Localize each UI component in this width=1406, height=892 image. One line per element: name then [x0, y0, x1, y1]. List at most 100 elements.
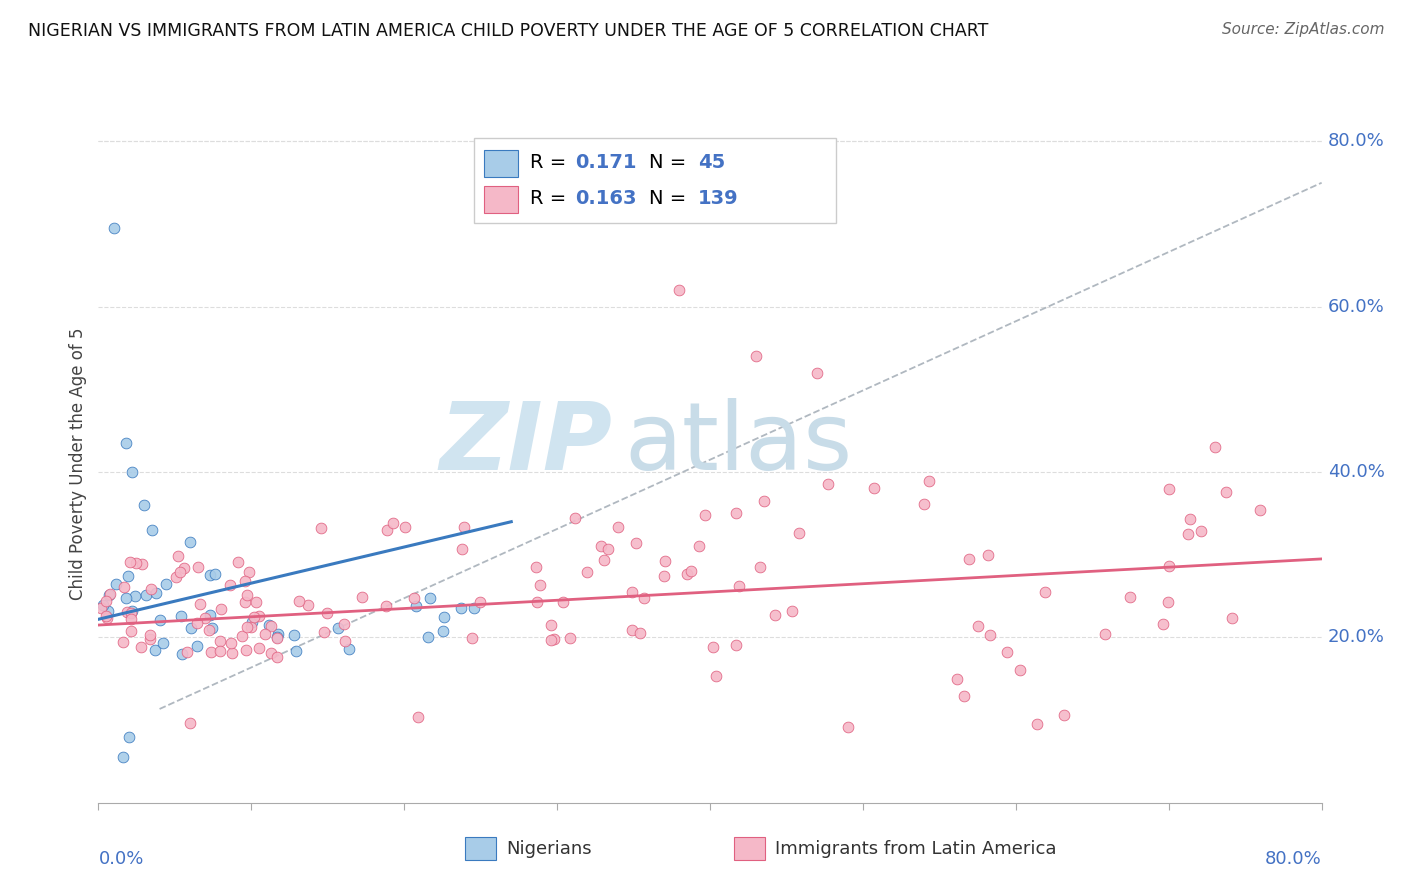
Point	[231, 629, 253, 643]
Point	[394, 520, 416, 534]
Point	[374, 599, 396, 614]
Point	[166, 549, 188, 563]
Point	[592, 553, 614, 567]
Point	[402, 591, 425, 605]
Point	[558, 631, 581, 645]
Point	[266, 631, 288, 645]
Point	[453, 520, 475, 534]
Point	[780, 604, 803, 618]
Point	[1152, 616, 1174, 631]
Point	[297, 598, 319, 612]
Point	[186, 640, 208, 654]
Point	[124, 590, 146, 604]
FancyBboxPatch shape	[474, 138, 837, 223]
Point	[266, 631, 288, 645]
Point	[198, 607, 221, 622]
Point	[260, 619, 283, 633]
Point	[141, 582, 163, 597]
Point	[249, 609, 271, 624]
Point	[628, 626, 651, 640]
Point	[170, 608, 193, 623]
Point	[143, 642, 166, 657]
Point	[94, 594, 117, 608]
Point	[995, 645, 1018, 659]
Point	[131, 557, 153, 571]
Text: 20.0%: 20.0%	[1327, 629, 1385, 647]
Point	[1249, 502, 1271, 516]
Point	[254, 626, 277, 640]
Point	[787, 526, 810, 541]
Point	[260, 646, 283, 660]
Point	[134, 498, 156, 512]
Text: R =: R =	[530, 153, 572, 171]
Point	[145, 585, 167, 599]
Point	[1053, 708, 1076, 723]
Point	[328, 621, 350, 635]
Point	[169, 565, 191, 579]
Point	[90, 601, 112, 615]
Point	[977, 548, 1000, 562]
Point	[233, 595, 256, 609]
Point	[450, 601, 472, 615]
Text: Immigrants from Latin America: Immigrants from Latin America	[775, 840, 1056, 858]
Point	[179, 535, 201, 549]
Point	[551, 595, 574, 609]
Point	[121, 465, 143, 479]
Point	[149, 613, 172, 627]
Text: Source: ZipAtlas.com: Source: ZipAtlas.com	[1222, 22, 1385, 37]
Point	[596, 541, 619, 556]
Point	[176, 645, 198, 659]
Point	[284, 644, 307, 658]
Point	[208, 644, 231, 658]
Point	[745, 350, 768, 364]
Point	[377, 523, 399, 537]
Point	[266, 627, 288, 641]
Point	[1119, 590, 1142, 604]
Point	[198, 623, 221, 637]
Text: 80.0%: 80.0%	[1327, 132, 1385, 151]
Point	[309, 521, 332, 535]
Point	[1177, 527, 1199, 541]
Point	[170, 647, 193, 661]
FancyBboxPatch shape	[484, 186, 517, 213]
Point	[352, 590, 374, 604]
Point	[668, 283, 690, 297]
Point	[97, 604, 120, 618]
Text: 139: 139	[697, 188, 738, 208]
Point	[165, 570, 187, 584]
Text: R =: R =	[530, 188, 572, 208]
Point	[333, 634, 356, 648]
Text: NIGERIAN VS IMMIGRANTS FROM LATIN AMERICA CHILD POVERTY UNDER THE AGE OF 5 CORRE: NIGERIAN VS IMMIGRANTS FROM LATIN AMERIC…	[28, 22, 988, 40]
Point	[688, 539, 710, 553]
Point	[117, 569, 139, 583]
Point	[863, 481, 886, 495]
Point	[633, 591, 655, 606]
Point	[979, 628, 1001, 642]
Point	[912, 497, 935, 511]
Point	[333, 616, 356, 631]
Point	[806, 366, 828, 380]
Point	[245, 595, 267, 609]
Text: N =: N =	[648, 153, 692, 171]
Point	[1157, 482, 1180, 496]
Point	[704, 669, 727, 683]
Point	[451, 541, 474, 556]
Point	[283, 628, 305, 642]
Point	[111, 750, 134, 764]
Point	[120, 624, 142, 638]
Point	[139, 632, 162, 647]
Point	[1035, 584, 1057, 599]
Point	[817, 476, 839, 491]
Point	[179, 716, 201, 731]
Point	[1157, 595, 1180, 609]
Point	[540, 633, 562, 648]
Text: ZIP: ZIP	[439, 398, 612, 490]
Point	[208, 633, 231, 648]
Point	[236, 588, 259, 602]
Point	[957, 551, 980, 566]
Point	[575, 565, 598, 579]
Point	[315, 607, 337, 621]
Point	[186, 615, 208, 630]
Point	[724, 506, 747, 520]
Point	[564, 510, 586, 524]
